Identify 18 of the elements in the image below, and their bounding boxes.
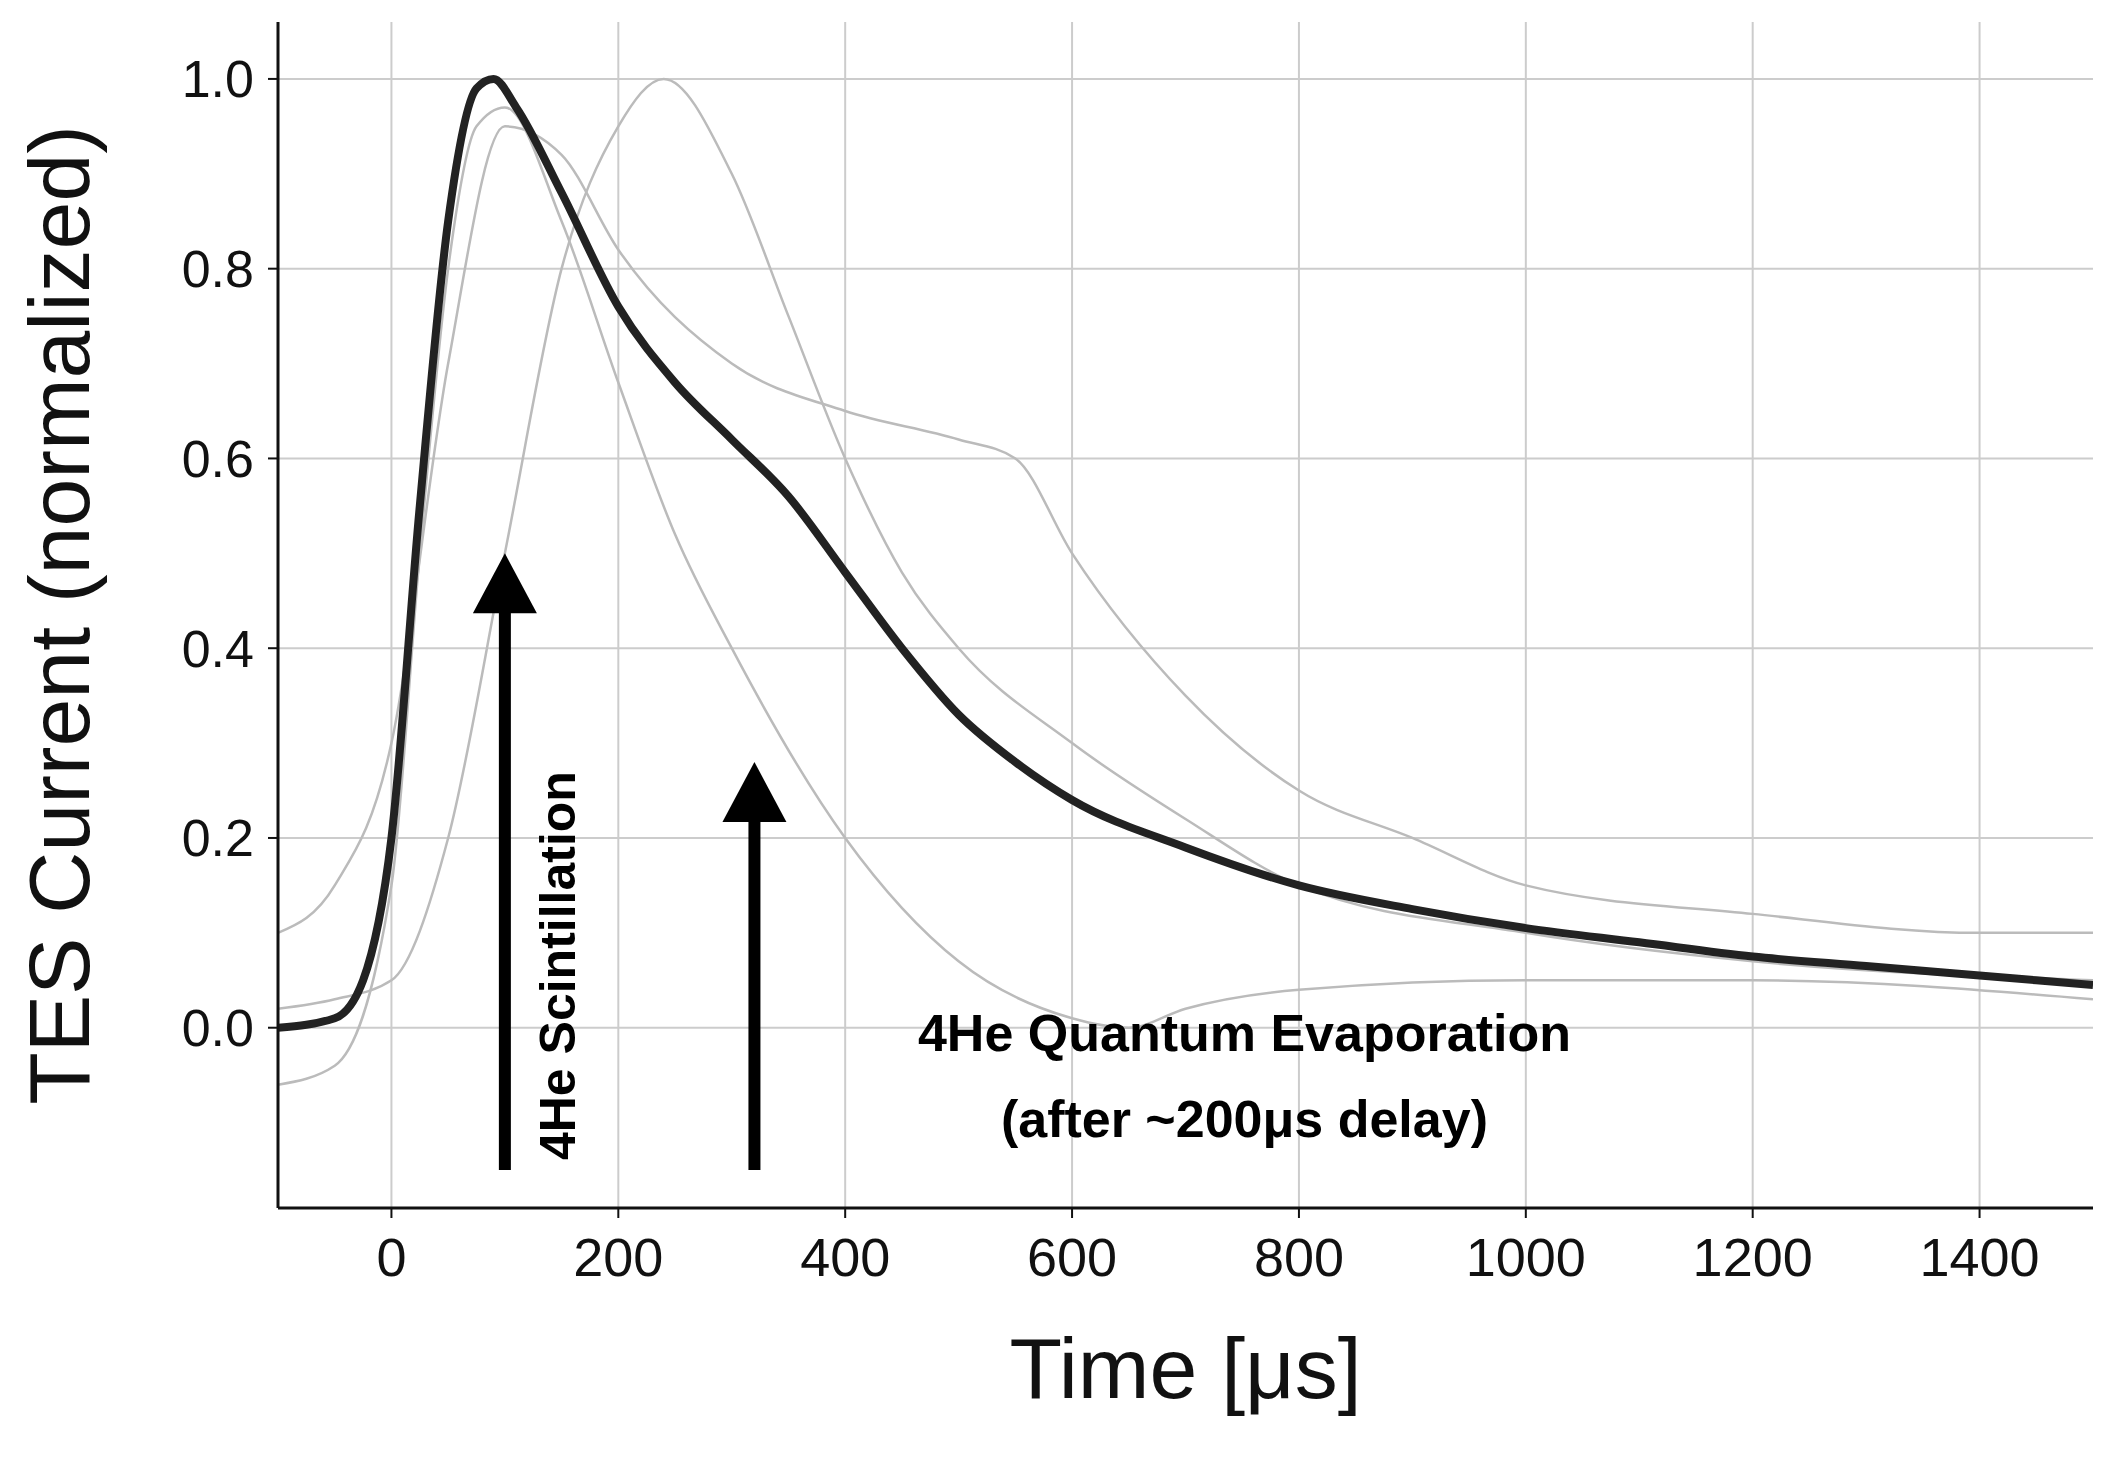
y-axis-title: TES Current (normalized) bbox=[10, 125, 107, 1105]
x-axis-title: Time [μs] bbox=[1009, 1320, 1362, 1416]
x-tick-label: 1200 bbox=[1692, 1227, 1813, 1288]
y-tick-label: 0.2 bbox=[181, 809, 254, 868]
x-tick-label: 800 bbox=[1253, 1227, 1344, 1288]
y-tick-label: 1.0 bbox=[181, 50, 254, 109]
annotation: 4He Quantum Evaporation (after ~200μs delay) bbox=[917, 1004, 1571, 1149]
x-tick-label: 0 bbox=[376, 1227, 407, 1288]
x-tick-label: 400 bbox=[800, 1227, 891, 1288]
x-tick-label: 200 bbox=[573, 1227, 664, 1288]
y-tick-label: 0.8 bbox=[181, 240, 254, 299]
y-tick-label: 0.4 bbox=[181, 619, 254, 678]
x-tick-label: 1000 bbox=[1465, 1227, 1586, 1288]
y-tick-label: 0.0 bbox=[181, 999, 254, 1058]
x-tick-label: 1400 bbox=[1919, 1227, 2040, 1288]
x-tick-label: 600 bbox=[1027, 1227, 1118, 1288]
annotation: 4He Scintillation bbox=[529, 771, 586, 1161]
y-tick-label: 0.6 bbox=[181, 429, 254, 488]
